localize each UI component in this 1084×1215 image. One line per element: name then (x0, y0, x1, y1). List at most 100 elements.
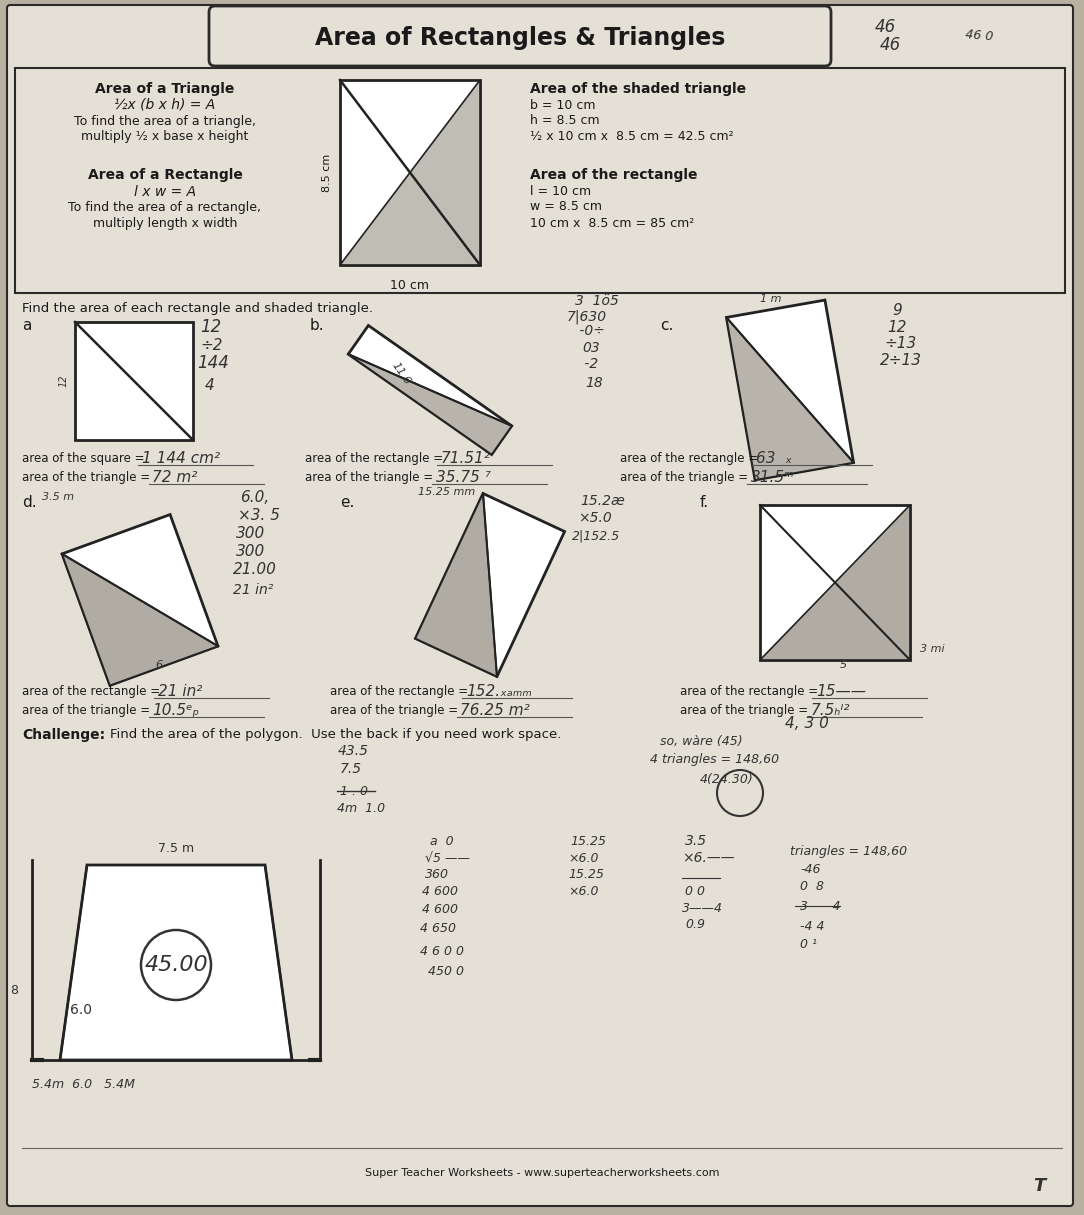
Text: 4 600: 4 600 (422, 903, 459, 916)
Text: -4 4: -4 4 (800, 920, 825, 933)
Text: -2: -2 (580, 357, 598, 371)
Polygon shape (415, 493, 496, 677)
Bar (340, 80, 480, 265)
Text: 21 in²: 21 in² (233, 583, 273, 597)
Text: b = 10 cm: b = 10 cm (530, 98, 595, 112)
Text: multiply ½ x base x height: multiply ½ x base x height (81, 130, 248, 143)
Text: 8.5 cm: 8.5 cm (322, 153, 332, 192)
Text: ½x (b x h) = A: ½x (b x h) = A (115, 98, 216, 112)
Text: 360: 360 (425, 868, 449, 881)
Text: 15.2æ: 15.2æ (580, 495, 624, 508)
Text: 6: 6 (155, 660, 163, 669)
Text: l x w = A: l x w = A (134, 185, 196, 199)
Polygon shape (62, 515, 218, 685)
Text: 450 0: 450 0 (428, 965, 464, 978)
Text: ÷13: ÷13 (883, 337, 916, 351)
Text: 1 144 cm²: 1 144 cm² (142, 451, 220, 467)
Text: area of the rectangle =: area of the rectangle = (330, 685, 472, 697)
FancyBboxPatch shape (209, 6, 831, 66)
Text: 1 . 0: 1 . 0 (340, 785, 367, 798)
Text: 46: 46 (875, 18, 896, 36)
Text: To find the area of a rectangle,: To find the area of a rectangle, (68, 200, 261, 214)
Text: area of the triangle =: area of the triangle = (620, 471, 752, 484)
Text: 4: 4 (205, 378, 215, 392)
Text: 15.25: 15.25 (568, 868, 604, 881)
Text: area of the rectangle =: area of the rectangle = (620, 452, 762, 465)
Text: -0÷: -0÷ (575, 324, 605, 338)
Text: c.: c. (660, 318, 673, 333)
Text: 3  — 4: 3 — 4 (800, 900, 840, 912)
Text: -46: -46 (800, 863, 821, 876)
FancyBboxPatch shape (7, 5, 1073, 1206)
Text: area of the triangle =: area of the triangle = (305, 471, 437, 484)
Bar (15, 68, 1064, 293)
Text: 6.0,: 6.0, (240, 490, 269, 505)
Text: area of the square =: area of the square = (22, 452, 149, 465)
Text: 71.51²: 71.51² (441, 451, 491, 467)
Text: 3.5: 3.5 (685, 833, 707, 848)
Text: area of the rectangle =: area of the rectangle = (22, 685, 164, 697)
Text: ÷2: ÷2 (201, 338, 222, 354)
Bar (760, 505, 909, 660)
Polygon shape (60, 865, 292, 1059)
Text: Area of a Rectangle: Area of a Rectangle (88, 168, 243, 182)
Text: 10.5ᵉₚ: 10.5ᵉₚ (153, 703, 199, 718)
Text: 21.00: 21.00 (233, 563, 276, 577)
Text: l = 10 cm: l = 10 cm (530, 185, 591, 198)
Text: so, wàre (45): so, wàre (45) (660, 735, 743, 748)
Text: 7.5 m: 7.5 m (158, 842, 194, 855)
Polygon shape (340, 80, 480, 265)
Text: 7.5: 7.5 (340, 762, 362, 776)
Text: Area of Rectangles & Triangles: Area of Rectangles & Triangles (314, 26, 725, 50)
Text: Challenge:: Challenge: (22, 728, 105, 742)
Text: ×3. 5: ×3. 5 (238, 508, 280, 522)
Text: 3 mi: 3 mi (920, 644, 944, 654)
Text: area of the rectangle =: area of the rectangle = (305, 452, 447, 465)
Text: 3  1ö5: 3 1ö5 (575, 294, 619, 307)
Text: Find the area of the polygon.  Use the back if you need work space.: Find the area of the polygon. Use the ba… (109, 728, 562, 741)
Polygon shape (62, 554, 218, 685)
Text: 15.25 mm: 15.25 mm (418, 487, 475, 497)
Text: 3.5 m: 3.5 m (42, 492, 74, 502)
Text: 10 cm: 10 cm (390, 279, 429, 292)
Text: 12: 12 (887, 320, 906, 335)
Text: 15——: 15—— (816, 684, 866, 699)
Text: 9: 9 (892, 303, 902, 318)
Text: To find the area of a triangle,: To find the area of a triangle, (74, 115, 256, 128)
Text: 63  ₓ: 63 ₓ (756, 451, 792, 467)
Text: a  0: a 0 (430, 835, 453, 848)
Text: 12: 12 (201, 318, 221, 337)
Text: w = 8.5 cm: w = 8.5 cm (530, 200, 602, 213)
Text: 2|152.5: 2|152.5 (572, 530, 620, 543)
Text: 144: 144 (197, 354, 229, 372)
Text: 0  8: 0 8 (800, 880, 824, 893)
Text: ×6.0: ×6.0 (568, 852, 598, 865)
Text: ×6.——: ×6.—— (682, 850, 735, 865)
Text: 6.0: 6.0 (70, 1004, 92, 1017)
Polygon shape (726, 317, 853, 480)
Text: 76.25 m²: 76.25 m² (461, 703, 530, 718)
Text: 4 650: 4 650 (420, 922, 456, 936)
Text: √5 ——: √5 —— (425, 852, 470, 865)
Text: 7|630: 7|630 (567, 309, 607, 323)
Text: 1 m: 1 m (760, 294, 782, 304)
Text: T: T (1033, 1177, 1045, 1196)
Text: 4(24.30): 4(24.30) (700, 773, 753, 786)
Text: area of the triangle =: area of the triangle = (22, 471, 154, 484)
Text: 43.5: 43.5 (338, 744, 369, 758)
Text: Area of the shaded triangle: Area of the shaded triangle (530, 81, 746, 96)
Text: 7.5ₕᴵ²: 7.5ₕᴵ² (811, 703, 850, 718)
Text: area of the rectangle =: area of the rectangle = (680, 685, 822, 697)
Text: 4 triangles = 148,60: 4 triangles = 148,60 (650, 753, 779, 765)
Text: 46 0: 46 0 (965, 28, 994, 43)
Text: area of the triangle =: area of the triangle = (22, 703, 154, 717)
Text: 18: 18 (585, 375, 603, 390)
Text: 5.4m  6.0   5.4M: 5.4m 6.0 5.4M (33, 1078, 134, 1091)
Polygon shape (348, 354, 512, 454)
Text: 4, 3 0: 4, 3 0 (785, 716, 829, 731)
Polygon shape (726, 300, 853, 480)
Text: 0.9: 0.9 (685, 919, 705, 931)
Text: 5: 5 (840, 660, 847, 669)
Text: 35.75 ⁷: 35.75 ⁷ (436, 470, 490, 485)
Text: 2÷13: 2÷13 (880, 354, 922, 368)
